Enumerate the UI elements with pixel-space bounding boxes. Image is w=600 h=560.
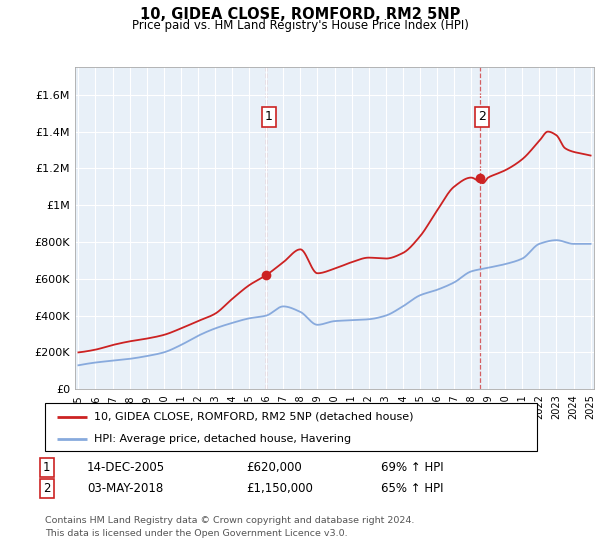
Text: £620,000: £620,000 bbox=[246, 461, 302, 474]
Text: 10, GIDEA CLOSE, ROMFORD, RM2 5NP: 10, GIDEA CLOSE, ROMFORD, RM2 5NP bbox=[140, 7, 460, 22]
Text: 1: 1 bbox=[43, 461, 50, 474]
Text: 65% ↑ HPI: 65% ↑ HPI bbox=[381, 482, 443, 495]
FancyBboxPatch shape bbox=[45, 403, 537, 451]
Text: 69% ↑ HPI: 69% ↑ HPI bbox=[381, 461, 443, 474]
Text: Price paid vs. HM Land Registry's House Price Index (HPI): Price paid vs. HM Land Registry's House … bbox=[131, 19, 469, 32]
Text: 1: 1 bbox=[265, 110, 273, 123]
Text: 03-MAY-2018: 03-MAY-2018 bbox=[87, 482, 163, 495]
Text: 14-DEC-2005: 14-DEC-2005 bbox=[87, 461, 165, 474]
Text: 10, GIDEA CLOSE, ROMFORD, RM2 5NP (detached house): 10, GIDEA CLOSE, ROMFORD, RM2 5NP (detac… bbox=[94, 412, 414, 422]
Text: 2: 2 bbox=[43, 482, 50, 495]
Text: Contains HM Land Registry data © Crown copyright and database right 2024.
This d: Contains HM Land Registry data © Crown c… bbox=[45, 516, 415, 538]
Text: HPI: Average price, detached house, Havering: HPI: Average price, detached house, Have… bbox=[94, 434, 352, 444]
Text: £1,150,000: £1,150,000 bbox=[246, 482, 313, 495]
Text: 2: 2 bbox=[478, 110, 486, 123]
